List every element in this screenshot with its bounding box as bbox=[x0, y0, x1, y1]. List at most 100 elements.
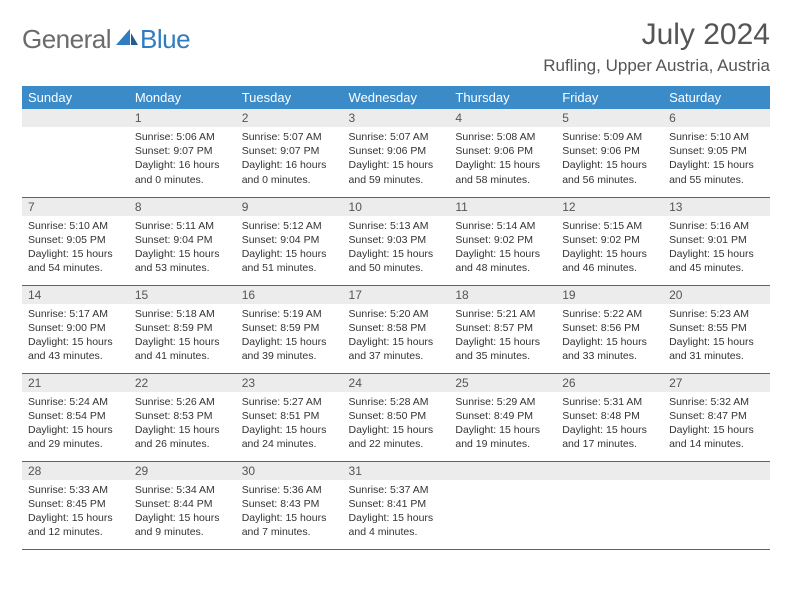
calendar-cell: 12Sunrise: 5:15 AMSunset: 9:02 PMDayligh… bbox=[556, 197, 663, 285]
sunrise-line: Sunrise: 5:07 AM bbox=[349, 130, 444, 144]
calendar-cell: 30Sunrise: 5:36 AMSunset: 8:43 PMDayligh… bbox=[236, 461, 343, 549]
daylight-line: Daylight: 15 hours and 24 minutes. bbox=[242, 423, 337, 451]
cell-body: Sunrise: 5:07 AMSunset: 9:07 PMDaylight:… bbox=[236, 127, 343, 191]
day-number: 20 bbox=[663, 286, 770, 304]
calendar-cell: 20Sunrise: 5:23 AMSunset: 8:55 PMDayligh… bbox=[663, 285, 770, 373]
sunrise-line: Sunrise: 5:15 AM bbox=[562, 219, 657, 233]
daylight-line: Daylight: 15 hours and 59 minutes. bbox=[349, 158, 444, 186]
sunrise-line: Sunrise: 5:14 AM bbox=[455, 219, 550, 233]
logo-text-blue: Blue bbox=[140, 24, 190, 55]
daylight-line: Daylight: 15 hours and 12 minutes. bbox=[28, 511, 123, 539]
sunset-line: Sunset: 9:04 PM bbox=[135, 233, 230, 247]
sunrise-line: Sunrise: 5:06 AM bbox=[135, 130, 230, 144]
calendar-cell: 11Sunrise: 5:14 AMSunset: 9:02 PMDayligh… bbox=[449, 197, 556, 285]
sunset-line: Sunset: 8:58 PM bbox=[349, 321, 444, 335]
daylight-line: Daylight: 15 hours and 29 minutes. bbox=[28, 423, 123, 451]
sunrise-line: Sunrise: 5:08 AM bbox=[455, 130, 550, 144]
sunset-line: Sunset: 9:01 PM bbox=[669, 233, 764, 247]
sunrise-line: Sunrise: 5:12 AM bbox=[242, 219, 337, 233]
daylight-line: Daylight: 15 hours and 22 minutes. bbox=[349, 423, 444, 451]
calendar-cell: 7Sunrise: 5:10 AMSunset: 9:05 PMDaylight… bbox=[22, 197, 129, 285]
calendar-cell bbox=[556, 461, 663, 549]
cell-body: Sunrise: 5:13 AMSunset: 9:03 PMDaylight:… bbox=[343, 216, 450, 280]
cell-body: Sunrise: 5:07 AMSunset: 9:06 PMDaylight:… bbox=[343, 127, 450, 191]
day-number bbox=[449, 462, 556, 480]
day-number: 13 bbox=[663, 198, 770, 216]
day-header: Saturday bbox=[663, 86, 770, 109]
logo-text-general: General bbox=[22, 24, 111, 55]
cell-body: Sunrise: 5:31 AMSunset: 8:48 PMDaylight:… bbox=[556, 392, 663, 456]
sunrise-line: Sunrise: 5:31 AM bbox=[562, 395, 657, 409]
calendar-cell: 24Sunrise: 5:28 AMSunset: 8:50 PMDayligh… bbox=[343, 373, 450, 461]
day-number: 24 bbox=[343, 374, 450, 392]
sunrise-line: Sunrise: 5:22 AM bbox=[562, 307, 657, 321]
calendar-cell: 13Sunrise: 5:16 AMSunset: 9:01 PMDayligh… bbox=[663, 197, 770, 285]
sunset-line: Sunset: 9:07 PM bbox=[135, 144, 230, 158]
sunrise-line: Sunrise: 5:29 AM bbox=[455, 395, 550, 409]
cell-body: Sunrise: 5:21 AMSunset: 8:57 PMDaylight:… bbox=[449, 304, 556, 368]
day-number: 29 bbox=[129, 462, 236, 480]
day-header: Thursday bbox=[449, 86, 556, 109]
calendar-cell: 15Sunrise: 5:18 AMSunset: 8:59 PMDayligh… bbox=[129, 285, 236, 373]
sunset-line: Sunset: 9:03 PM bbox=[349, 233, 444, 247]
daylight-line: Daylight: 15 hours and 9 minutes. bbox=[135, 511, 230, 539]
day-number: 1 bbox=[129, 109, 236, 127]
sunset-line: Sunset: 9:06 PM bbox=[455, 144, 550, 158]
day-number: 22 bbox=[129, 374, 236, 392]
sunset-line: Sunset: 8:50 PM bbox=[349, 409, 444, 423]
sunrise-line: Sunrise: 5:07 AM bbox=[242, 130, 337, 144]
sunset-line: Sunset: 8:59 PM bbox=[135, 321, 230, 335]
calendar-cell: 6Sunrise: 5:10 AMSunset: 9:05 PMDaylight… bbox=[663, 109, 770, 197]
cell-body: Sunrise: 5:28 AMSunset: 8:50 PMDaylight:… bbox=[343, 392, 450, 456]
calendar-cell: 29Sunrise: 5:34 AMSunset: 8:44 PMDayligh… bbox=[129, 461, 236, 549]
day-header-row: Sunday Monday Tuesday Wednesday Thursday… bbox=[22, 86, 770, 109]
calendar-cell: 25Sunrise: 5:29 AMSunset: 8:49 PMDayligh… bbox=[449, 373, 556, 461]
day-number: 31 bbox=[343, 462, 450, 480]
sunrise-line: Sunrise: 5:33 AM bbox=[28, 483, 123, 497]
day-number: 2 bbox=[236, 109, 343, 127]
location-text: Rufling, Upper Austria, Austria bbox=[543, 56, 770, 76]
day-header: Tuesday bbox=[236, 86, 343, 109]
sunset-line: Sunset: 8:51 PM bbox=[242, 409, 337, 423]
calendar-cell: 3Sunrise: 5:07 AMSunset: 9:06 PMDaylight… bbox=[343, 109, 450, 197]
daylight-line: Daylight: 16 hours and 0 minutes. bbox=[242, 158, 337, 186]
daylight-line: Daylight: 15 hours and 33 minutes. bbox=[562, 335, 657, 363]
sunrise-line: Sunrise: 5:26 AM bbox=[135, 395, 230, 409]
cell-body: Sunrise: 5:10 AMSunset: 9:05 PMDaylight:… bbox=[22, 216, 129, 280]
calendar-cell: 27Sunrise: 5:32 AMSunset: 8:47 PMDayligh… bbox=[663, 373, 770, 461]
daylight-line: Daylight: 15 hours and 19 minutes. bbox=[455, 423, 550, 451]
sunrise-line: Sunrise: 5:34 AM bbox=[135, 483, 230, 497]
cell-body: Sunrise: 5:22 AMSunset: 8:56 PMDaylight:… bbox=[556, 304, 663, 368]
cell-body: Sunrise: 5:12 AMSunset: 9:04 PMDaylight:… bbox=[236, 216, 343, 280]
sunset-line: Sunset: 8:47 PM bbox=[669, 409, 764, 423]
cell-body: Sunrise: 5:32 AMSunset: 8:47 PMDaylight:… bbox=[663, 392, 770, 456]
sunset-line: Sunset: 8:45 PM bbox=[28, 497, 123, 511]
day-number: 19 bbox=[556, 286, 663, 304]
sunrise-line: Sunrise: 5:19 AM bbox=[242, 307, 337, 321]
sunset-line: Sunset: 9:06 PM bbox=[562, 144, 657, 158]
daylight-line: Daylight: 15 hours and 31 minutes. bbox=[669, 335, 764, 363]
day-number: 23 bbox=[236, 374, 343, 392]
sunrise-line: Sunrise: 5:20 AM bbox=[349, 307, 444, 321]
sunrise-line: Sunrise: 5:11 AM bbox=[135, 219, 230, 233]
sunrise-line: Sunrise: 5:17 AM bbox=[28, 307, 123, 321]
sunrise-line: Sunrise: 5:09 AM bbox=[562, 130, 657, 144]
sunset-line: Sunset: 9:02 PM bbox=[562, 233, 657, 247]
daylight-line: Daylight: 15 hours and 48 minutes. bbox=[455, 247, 550, 275]
sunset-line: Sunset: 9:04 PM bbox=[242, 233, 337, 247]
calendar-cell: 17Sunrise: 5:20 AMSunset: 8:58 PMDayligh… bbox=[343, 285, 450, 373]
logo: General Blue bbox=[22, 18, 190, 55]
cell-body: Sunrise: 5:14 AMSunset: 9:02 PMDaylight:… bbox=[449, 216, 556, 280]
sunset-line: Sunset: 8:53 PM bbox=[135, 409, 230, 423]
calendar-cell: 26Sunrise: 5:31 AMSunset: 8:48 PMDayligh… bbox=[556, 373, 663, 461]
header: General Blue July 2024 Rufling, Upper Au… bbox=[22, 18, 770, 76]
sunrise-line: Sunrise: 5:13 AM bbox=[349, 219, 444, 233]
cell-body: Sunrise: 5:24 AMSunset: 8:54 PMDaylight:… bbox=[22, 392, 129, 456]
daylight-line: Daylight: 15 hours and 37 minutes. bbox=[349, 335, 444, 363]
day-number: 25 bbox=[449, 374, 556, 392]
daylight-line: Daylight: 15 hours and 56 minutes. bbox=[562, 158, 657, 186]
daylight-line: Daylight: 15 hours and 39 minutes. bbox=[242, 335, 337, 363]
day-number: 5 bbox=[556, 109, 663, 127]
sunrise-line: Sunrise: 5:21 AM bbox=[455, 307, 550, 321]
title-block: July 2024 Rufling, Upper Austria, Austri… bbox=[543, 18, 770, 76]
